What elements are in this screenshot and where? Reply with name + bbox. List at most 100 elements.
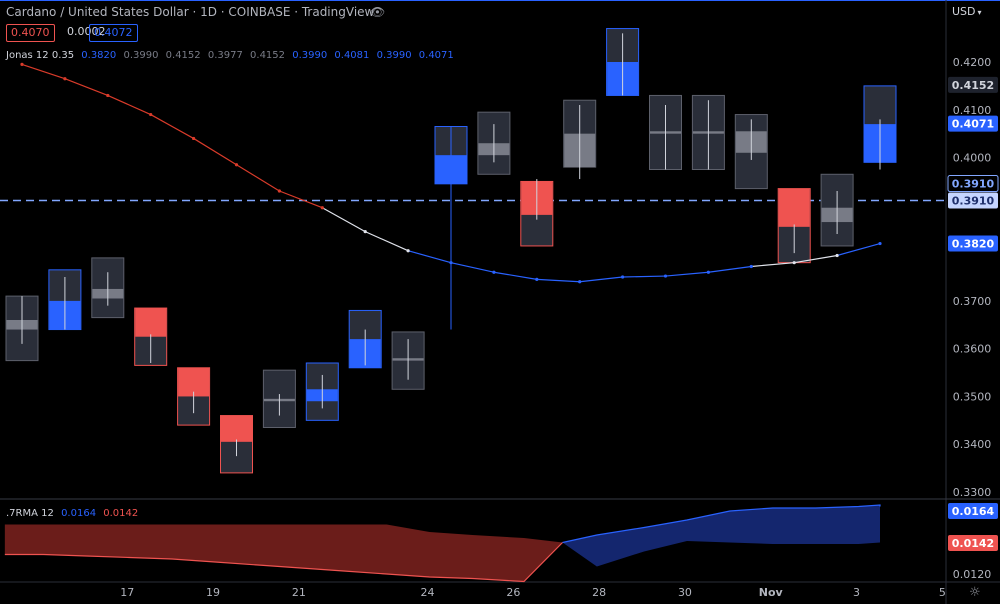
indicator-value: 0.3990 [376,50,412,61]
indicator-point [492,270,496,274]
price-tick-label: 0.4000 [953,152,992,165]
indicator-line-segment [493,271,537,280]
time-axis[interactable]: 17 19 21 24 26 28 30 Nov 3 5 [120,586,946,599]
currency-selector[interactable]: USD ▾ [952,5,982,18]
indicator-line-segment [579,276,623,283]
indicator-point [149,112,153,117]
badge-bg [948,535,998,551]
candle[interactable] [220,415,253,474]
time-tick-label: 21 [292,586,306,599]
badge-bg [948,192,998,209]
indicator-point [63,77,67,81]
chevron-down-icon: ▾ [977,8,982,17]
indicator-point [363,230,367,234]
candle[interactable] [262,369,296,428]
candle[interactable] [649,94,682,170]
eye-icon[interactable]: 👁 [370,5,386,19]
indicator-point [234,163,239,167]
badge-text: 0.4071 [952,118,994,131]
indicator-value: 0.4071 [418,50,454,61]
indicator-line-segment [450,262,495,273]
spread-text: 0.0002 [67,25,106,38]
indicator-point [749,264,753,269]
indicator-point [277,189,281,193]
indicator-line-segment [322,207,366,233]
indicator-line-segment [64,78,109,97]
indicator-point [20,62,24,66]
hline-badge-2: 0.3910 [948,192,998,209]
settings-gear-icon[interactable]: ☼ [969,585,981,600]
candle[interactable] [134,307,168,366]
badge-text: 0.4152 [952,79,994,92]
time-tick-label: 26 [506,586,520,599]
indicator-value: 0.4152 [165,50,201,61]
candle[interactable] [391,331,425,390]
price-tick-label: 0.4200 [953,56,992,69]
time-tick-label: 24 [421,586,435,599]
indicator-point [663,274,668,278]
indicator-value: 0.3977 [207,50,243,61]
indicator-point [406,249,410,253]
candle[interactable] [348,309,382,369]
sub-area-red [4,524,563,582]
candle[interactable] [477,111,511,175]
candle[interactable] [5,295,39,362]
candle[interactable] [863,85,897,170]
indicator-point [792,261,796,265]
indicator-point [706,270,711,274]
indicator-line-segment [407,250,452,264]
candle[interactable] [563,99,597,180]
badge-text: 0.0142 [952,537,994,550]
candle[interactable] [691,94,725,170]
candle[interactable] [520,179,554,247]
indicator-line-segment [150,114,194,139]
indicator-point [621,275,625,279]
indicator-point [449,261,453,265]
sub-series-line [562,504,881,544]
symbol-title[interactable]: Cardano / United States Dollar · 1D · CO… [6,5,374,19]
indicator-legend[interactable]: Jonas 12 0.35 0.3820 0.3990 0.4152 0.397… [6,50,458,61]
hline-badge-1: 0.3910 [947,175,999,193]
candle[interactable] [48,269,82,331]
candle-fill [221,415,252,442]
time-tick-label: 19 [206,586,220,599]
candle[interactable] [734,114,768,190]
indicator-line-segment [665,271,709,277]
badge-bg [948,115,998,132]
currency-label: USD [952,5,976,18]
indicator-line-segment [193,137,237,166]
sub-indicator-label: .7RMA 12 [6,508,54,519]
time-tick-label: 5 [939,586,946,599]
candle[interactable] [91,257,125,319]
candle[interactable] [820,173,854,247]
price-tick-label: 0.3700 [953,295,992,308]
price-tick-label: 0.3400 [953,438,992,451]
indicator-value: 0.4081 [334,50,370,61]
price-tick-label: 0.3300 [953,486,992,499]
indicator-line-segment [708,265,752,273]
sub-indicator-value-2: 0.0142 [103,508,139,519]
ask-pill[interactable]: 0.4072 [89,24,138,42]
candle-fill [135,308,167,337]
badge-text: 0.3910 [952,195,995,208]
indicator-line-segment [794,254,838,264]
candle[interactable] [434,126,468,330]
sub-indicator-area [4,504,881,583]
indicator-value: 0.3990 [123,50,159,61]
sub-indicator-legend[interactable]: .7RMA 12 0.0164 0.0142 [6,508,142,519]
indicator-point [106,93,110,98]
indicator-point [835,253,839,258]
candle[interactable] [606,28,640,96]
indicator-point [320,206,324,210]
indicator-line-segment [751,262,795,268]
price-axis[interactable]: 0.4200 0.4100 0.4000 0.3700 0.3600 0.3500 0.34… [953,56,992,581]
indicator-line-segment [236,164,280,192]
candle[interactable] [305,362,339,421]
badge-text: 0.3820 [952,238,995,251]
bid-pill[interactable]: 0.4070 [6,24,55,42]
badge-bg [947,175,999,193]
candle[interactable] [777,188,811,264]
candle[interactable] [177,367,211,426]
